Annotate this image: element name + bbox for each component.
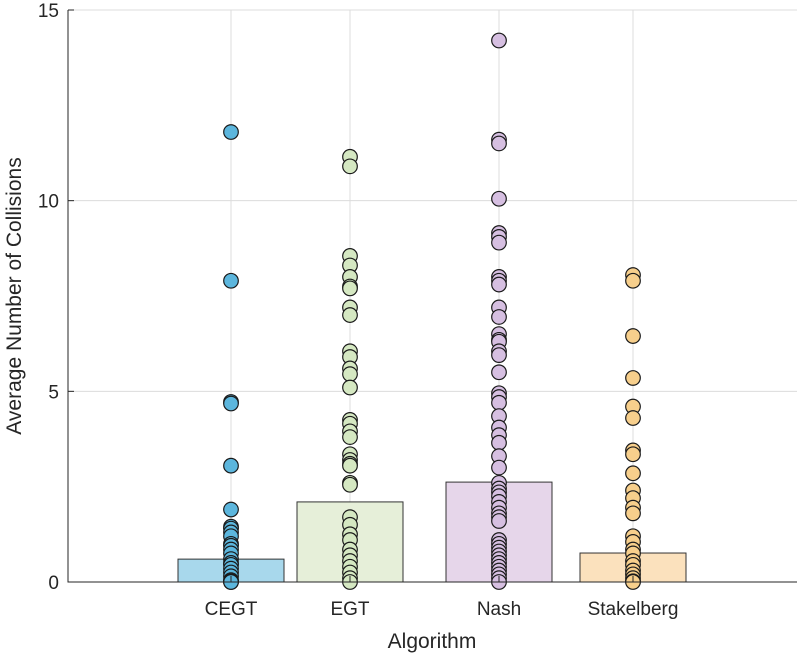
- data-point-egt: [342, 280, 358, 297]
- data-points: [223, 32, 641, 590]
- data-point-egt: [342, 158, 358, 175]
- data-point-egt: [342, 457, 358, 474]
- data-point-egt: [342, 379, 358, 396]
- data-point-egt: [342, 307, 358, 323]
- data-point-nash: [491, 364, 507, 381]
- data-point-nash: [491, 309, 507, 325]
- data-point-cegt: [223, 124, 239, 140]
- data-point-stakelberg: [625, 505, 641, 522]
- x-tick-label: EGT: [330, 599, 369, 620]
- data-point-nash: [491, 234, 507, 251]
- bars: [177, 481, 687, 583]
- data-point-egt: [342, 476, 358, 493]
- y-tick-label: 0: [48, 573, 59, 594]
- x-axis-label: Algorithm: [388, 630, 477, 653]
- x-tick-label: Stakelberg: [588, 599, 679, 620]
- data-point-nash: [491, 190, 507, 207]
- data-point-nash: [491, 135, 507, 152]
- x-tick-label: Nash: [477, 599, 521, 620]
- data-point-stakelberg: [625, 446, 641, 463]
- data-point-egt: [342, 366, 358, 383]
- data-point-cegt: [223, 395, 239, 412]
- data-point-cegt: [223, 457, 239, 474]
- data-point-nash: [491, 434, 507, 451]
- data-point-cegt: [223, 501, 239, 518]
- data-point-nash: [491, 394, 507, 411]
- y-tick-label: 10: [38, 192, 59, 213]
- grid: [68, 9, 797, 583]
- data-point-cegt: [223, 272, 239, 289]
- x-tick-labels: CEGT EGT Nash Stakelberg: [205, 599, 679, 620]
- data-point-stakelberg: [625, 272, 641, 289]
- y-tick-labels: 0 5 10 15: [38, 1, 59, 594]
- data-point-stakelberg: [625, 328, 641, 344]
- data-point-nash: [491, 276, 507, 293]
- y-tick-label: 15: [38, 1, 59, 22]
- x-tick-label: CEGT: [205, 599, 258, 620]
- data-point-nash: [491, 347, 507, 364]
- data-point-egt: [342, 429, 358, 445]
- data-point-nash: [491, 459, 507, 476]
- data-point-nash: [491, 513, 507, 529]
- axes: [67, 9, 797, 583]
- y-axis-label: Average Number of Collisions: [3, 157, 26, 434]
- data-point-nash: [491, 32, 507, 49]
- data-point-stakelberg: [625, 465, 641, 482]
- data-point-stakelberg: [625, 410, 641, 426]
- data-point-stakelberg: [625, 370, 641, 386]
- y-tick-label: 5: [48, 382, 59, 403]
